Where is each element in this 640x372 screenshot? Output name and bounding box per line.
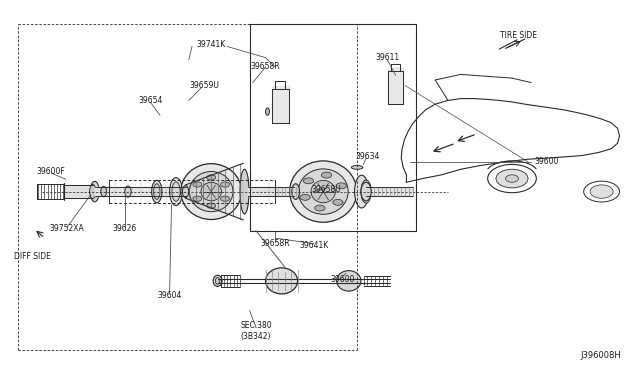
Circle shape [488,164,536,193]
Ellipse shape [240,169,249,214]
Text: 39600F: 39600F [37,167,65,176]
Circle shape [315,205,325,211]
Ellipse shape [154,184,160,199]
Ellipse shape [213,275,222,286]
Circle shape [590,185,613,198]
Ellipse shape [90,185,96,199]
Ellipse shape [172,182,180,201]
Text: 39658U: 39658U [312,185,341,194]
Ellipse shape [101,186,106,197]
Circle shape [336,183,346,189]
Text: TIRE SIDE: TIRE SIDE [500,31,538,40]
Ellipse shape [351,166,363,169]
Text: SEC.380
(3B342): SEC.380 (3B342) [240,321,272,341]
Circle shape [300,194,310,200]
Circle shape [506,175,518,182]
FancyBboxPatch shape [96,188,102,195]
Ellipse shape [361,180,371,203]
Ellipse shape [311,180,335,203]
Text: 39752XA: 39752XA [50,224,84,233]
Ellipse shape [355,175,369,208]
Ellipse shape [90,182,99,202]
Ellipse shape [215,278,220,284]
Circle shape [584,181,620,202]
Text: 39741K: 39741K [196,40,226,49]
Ellipse shape [152,180,162,203]
Ellipse shape [289,161,357,222]
Circle shape [221,182,230,187]
Text: 39659U: 39659U [190,81,220,90]
Text: 39600: 39600 [330,275,355,283]
Text: 39626: 39626 [113,224,137,233]
Text: 39658R: 39658R [251,62,280,71]
Text: 39658R: 39658R [260,239,290,248]
FancyBboxPatch shape [6,11,634,361]
Circle shape [221,196,230,201]
Circle shape [321,172,332,178]
Text: 39600: 39600 [534,157,559,166]
Text: 39654: 39654 [138,96,163,105]
Circle shape [207,175,216,180]
Text: DIFF SIDE: DIFF SIDE [14,252,51,261]
Ellipse shape [182,186,189,198]
Ellipse shape [292,184,300,199]
Text: 39641K: 39641K [299,241,328,250]
Circle shape [193,182,202,187]
Text: 39604: 39604 [157,291,182,300]
Circle shape [193,196,202,201]
Ellipse shape [266,268,298,294]
Ellipse shape [189,171,233,212]
Ellipse shape [298,169,348,214]
Circle shape [207,203,216,208]
Ellipse shape [180,164,242,219]
Ellipse shape [201,182,221,201]
Text: 39611: 39611 [375,53,399,62]
Circle shape [496,169,528,188]
Text: J396008H: J396008H [580,351,621,360]
Text: 39634: 39634 [356,152,380,161]
Ellipse shape [266,108,269,115]
Circle shape [333,199,343,205]
Circle shape [303,178,314,184]
Ellipse shape [170,178,182,205]
Ellipse shape [337,271,361,291]
Ellipse shape [361,182,371,201]
Ellipse shape [125,186,131,197]
